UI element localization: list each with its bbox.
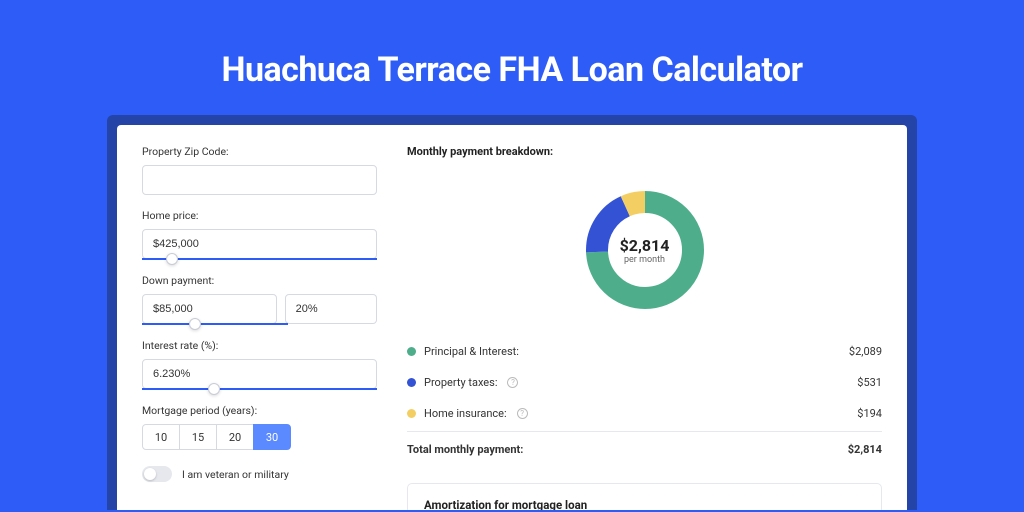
info-icon[interactable]: ? bbox=[507, 377, 518, 388]
home-price-input[interactable] bbox=[142, 229, 377, 259]
donut-sub: per month bbox=[624, 255, 665, 265]
zip-field: Property Zip Code: bbox=[142, 145, 377, 195]
breakdown-row: Property taxes:? $531 bbox=[407, 367, 882, 398]
interest-label: Interest rate (%): bbox=[142, 339, 377, 352]
down-payment-percent-input[interactable] bbox=[285, 294, 377, 324]
home-price-slider-thumb[interactable] bbox=[166, 253, 178, 265]
interest-field: Interest rate (%): bbox=[142, 339, 377, 390]
legend-dot bbox=[407, 378, 416, 387]
down-payment-slider-thumb[interactable] bbox=[189, 318, 201, 330]
period-field: Mortgage period (years): 10152030 bbox=[142, 404, 377, 450]
veteran-row: I am veteran or military bbox=[142, 466, 377, 482]
period-button-15[interactable]: 15 bbox=[179, 424, 217, 450]
amortization-title: Amortization for mortgage loan bbox=[424, 498, 865, 510]
breakdown-row-label: Home insurance: bbox=[424, 407, 507, 420]
payment-donut-chart: $2,814 per month bbox=[585, 190, 705, 310]
breakdown-row: Home insurance:? $194 bbox=[407, 398, 882, 429]
donut-amount: $2,814 bbox=[620, 236, 670, 255]
card-wrap: Property Zip Code: Home price: Down paym… bbox=[107, 115, 917, 510]
form-panel: Property Zip Code: Home price: Down paym… bbox=[117, 125, 397, 510]
breakdown-total-row: Total monthly payment: $2,814 bbox=[407, 431, 882, 465]
zip-input[interactable] bbox=[142, 165, 377, 195]
breakdown-rows: Principal & Interest: $2,089 Property taxe… bbox=[407, 336, 882, 429]
breakdown-panel: Monthly payment breakdown: $2,814 per mo… bbox=[397, 125, 907, 510]
period-label: Mortgage period (years): bbox=[142, 404, 377, 417]
veteran-toggle-knob bbox=[144, 468, 156, 480]
breakdown-row-value: $194 bbox=[857, 407, 882, 420]
period-button-group: 10152030 bbox=[142, 424, 377, 450]
breakdown-row-value: $531 bbox=[857, 376, 882, 389]
legend-dot bbox=[407, 347, 416, 356]
zip-label: Property Zip Code: bbox=[142, 145, 377, 158]
calculator-card: Property Zip Code: Home price: Down paym… bbox=[117, 125, 907, 510]
breakdown-row: Principal & Interest: $2,089 bbox=[407, 336, 882, 367]
veteran-toggle-label: I am veteran or military bbox=[182, 468, 289, 481]
veteran-toggle[interactable] bbox=[142, 466, 172, 482]
amortization-box: Amortization for mortgage loan Amortizat… bbox=[407, 483, 882, 510]
down-payment-slider[interactable] bbox=[142, 323, 288, 325]
period-button-10[interactable]: 10 bbox=[142, 424, 180, 450]
interest-slider-thumb[interactable] bbox=[208, 383, 220, 395]
info-icon[interactable]: ? bbox=[517, 408, 528, 419]
legend-dot bbox=[407, 409, 416, 418]
home-price-field: Home price: bbox=[142, 209, 377, 260]
down-payment-field: Down payment: bbox=[142, 274, 377, 325]
total-value: $2,814 bbox=[848, 443, 882, 456]
down-payment-amount-input[interactable] bbox=[142, 294, 277, 324]
breakdown-row-label: Property taxes: bbox=[424, 376, 497, 389]
donut-wrap: $2,814 per month bbox=[407, 170, 882, 330]
page-title: Huachuca Terrace FHA Loan Calculator bbox=[221, 50, 802, 90]
page-container: Huachuca Terrace FHA Loan Calculator Pro… bbox=[0, 0, 1024, 512]
interest-slider[interactable] bbox=[142, 388, 377, 390]
breakdown-row-value: $2,089 bbox=[849, 345, 882, 358]
home-price-label: Home price: bbox=[142, 209, 377, 222]
donut-center: $2,814 per month bbox=[585, 190, 705, 310]
interest-input[interactable] bbox=[142, 359, 377, 389]
breakdown-title: Monthly payment breakdown: bbox=[407, 145, 882, 158]
period-button-30[interactable]: 30 bbox=[253, 424, 291, 450]
home-price-slider[interactable] bbox=[142, 258, 377, 260]
down-payment-label: Down payment: bbox=[142, 274, 377, 287]
period-button-20[interactable]: 20 bbox=[216, 424, 254, 450]
total-label: Total monthly payment: bbox=[407, 443, 523, 456]
breakdown-row-label: Principal & Interest: bbox=[424, 345, 519, 358]
